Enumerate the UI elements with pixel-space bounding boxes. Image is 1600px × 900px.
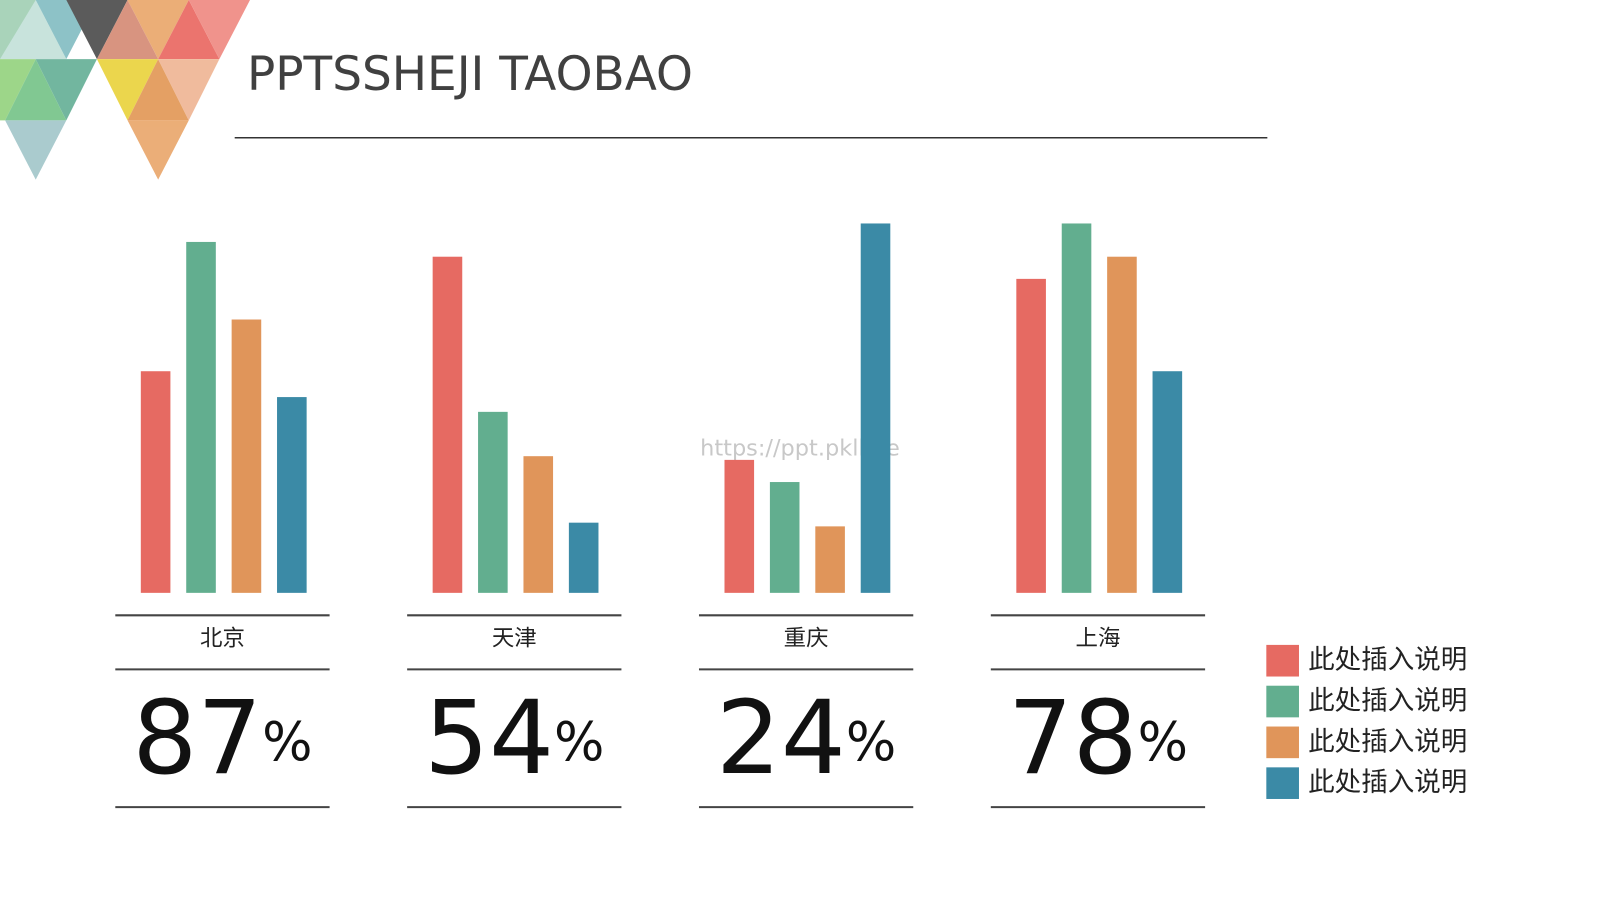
percent-number: 87 [132, 679, 262, 798]
legend-swatch [1266, 685, 1299, 718]
percent-unit: % [846, 711, 896, 773]
bar [432, 256, 463, 593]
percent-unit: % [262, 711, 312, 773]
bar [1016, 278, 1046, 593]
bar [815, 526, 845, 593]
bar [724, 459, 755, 593]
bar [769, 482, 800, 593]
percent-unit: % [1138, 711, 1188, 773]
decoration [0, 0, 250, 180]
bar [1152, 371, 1183, 593]
bar [1061, 223, 1092, 593]
bar [277, 397, 307, 593]
title: PPTSSHEJI TAOBAO [247, 47, 693, 102]
percent-label: 54% [424, 679, 604, 798]
bar [523, 456, 554, 593]
legend-swatch [1266, 726, 1299, 759]
percent-label: 78% [1008, 679, 1188, 798]
category-label: 北京 [200, 625, 245, 651]
category-label: 天津 [492, 625, 537, 651]
percent-unit: % [554, 711, 604, 773]
category-label: 重庆 [784, 625, 829, 651]
percent-label: 24% [716, 679, 896, 798]
bar [568, 522, 599, 593]
bar [140, 371, 171, 593]
legend-label: 此处插入说明 [1308, 686, 1467, 717]
legend-label: 此处插入说明 [1308, 726, 1467, 757]
percent-number: 54 [424, 679, 554, 798]
bar [860, 223, 891, 593]
percent-label: 87% [132, 679, 312, 798]
percent-number: 78 [1008, 679, 1138, 798]
bar [478, 411, 508, 593]
bar [1107, 256, 1137, 593]
category-label: 上海 [1076, 625, 1121, 651]
bar [231, 319, 262, 593]
percent-number: 24 [716, 679, 846, 798]
legend-swatch [1266, 644, 1299, 677]
legend-label: 此处插入说明 [1308, 645, 1467, 676]
bar [186, 241, 216, 593]
legend-swatch [1266, 767, 1299, 799]
legend-label: 此处插入说明 [1308, 767, 1467, 798]
